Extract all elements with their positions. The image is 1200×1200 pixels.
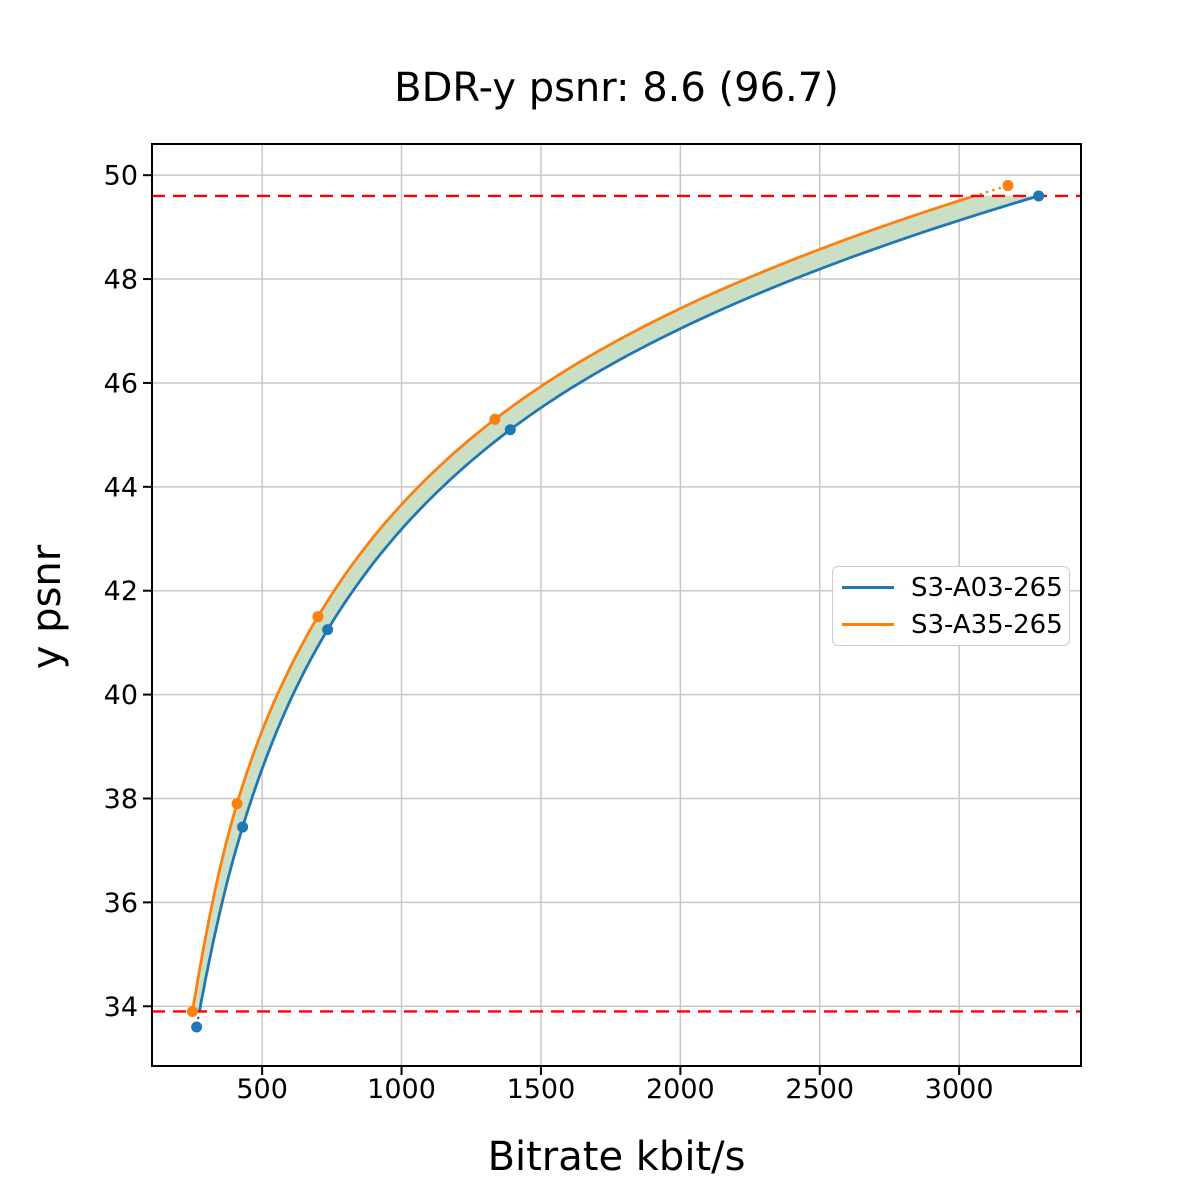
x-tick-label: 1000 bbox=[367, 1074, 436, 1105]
series-curve-s3-a35-265 bbox=[191, 194, 976, 1013]
x-tick-label: 3000 bbox=[925, 1074, 994, 1105]
data-point-s3-a35-265 bbox=[1002, 180, 1014, 192]
outlier-connector-s3-a35-265 bbox=[973, 184, 1010, 198]
legend-item: S3-A35-265 bbox=[833, 609, 1069, 640]
y-tick-label: 50 bbox=[104, 161, 138, 192]
bd-overlap-area bbox=[192, 195, 1039, 1012]
data-point-s3-a35-265 bbox=[231, 798, 243, 810]
legend-label: S3-A03-265 bbox=[911, 572, 1063, 603]
y-tick-label: 38 bbox=[104, 784, 138, 815]
chart-title: BDR-y psnr: 8.6 (96.7) bbox=[394, 65, 839, 111]
axes-frame bbox=[151, 143, 1082, 1067]
x-axis-label: Bitrate kbit/s bbox=[487, 1134, 746, 1180]
y-tick-label: 36 bbox=[104, 888, 138, 919]
series-curve-s3-a03-265 bbox=[198, 194, 1040, 1013]
data-point-s3-a03-265 bbox=[1033, 190, 1045, 202]
data-point-s3-a35-265 bbox=[489, 413, 501, 425]
y-tick-label: 42 bbox=[104, 576, 138, 607]
data-point-s3-a03-265 bbox=[504, 424, 516, 436]
y-tick-label: 44 bbox=[104, 472, 138, 503]
data-point-s3-a35-265 bbox=[186, 1005, 198, 1017]
y-tick-label: 46 bbox=[104, 368, 138, 399]
data-point-s3-a03-265 bbox=[237, 821, 249, 833]
x-tick-label: 2000 bbox=[646, 1074, 715, 1105]
legend-line-sample bbox=[842, 623, 894, 626]
legend-line-sample bbox=[842, 586, 894, 589]
y-tick-label: 34 bbox=[104, 992, 138, 1023]
x-tick-label: 2500 bbox=[785, 1074, 854, 1105]
legend-label: S3-A35-265 bbox=[911, 609, 1063, 640]
legend: S3-A03-265 S3-A35-265 bbox=[832, 566, 1070, 646]
y-tick-label: 48 bbox=[104, 265, 138, 296]
data-point-s3-a35-265 bbox=[312, 611, 324, 623]
x-tick-label: 500 bbox=[236, 1074, 288, 1105]
y-tick-label: 40 bbox=[104, 680, 138, 711]
x-tick-label: 1500 bbox=[507, 1074, 576, 1105]
y-axis-label: y psnr bbox=[24, 544, 70, 670]
data-point-s3-a03-265 bbox=[322, 624, 334, 636]
legend-item: S3-A03-265 bbox=[833, 572, 1069, 603]
data-point-s3-a03-265 bbox=[191, 1021, 203, 1033]
